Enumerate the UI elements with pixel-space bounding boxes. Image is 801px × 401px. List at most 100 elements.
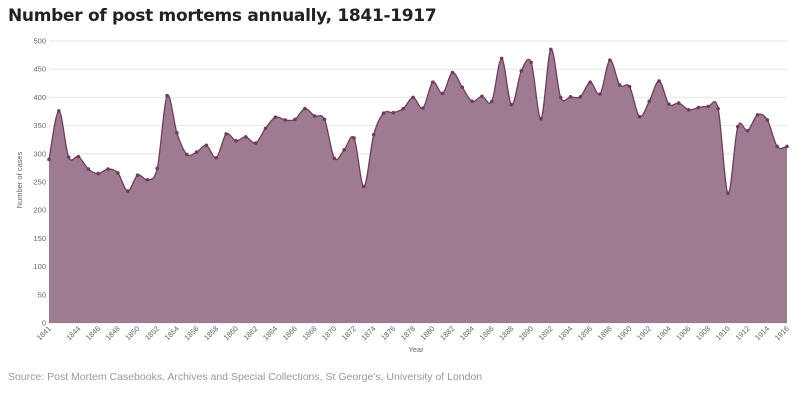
data-point (490, 99, 494, 104)
data-point (499, 56, 504, 61)
data-point (47, 157, 51, 162)
data-point (676, 101, 681, 105)
x-tick-label: 1908 (694, 324, 712, 342)
data-point (470, 99, 474, 104)
data-point (460, 85, 465, 90)
data-point (312, 114, 317, 118)
data-point (155, 166, 160, 171)
x-tick-label: 1882 (438, 324, 456, 342)
x-tick-label: 1841 (35, 324, 53, 342)
x-tick-label: 1900 (615, 324, 633, 342)
x-tick-label: 1876 (379, 324, 397, 342)
data-point (283, 118, 287, 122)
x-tick-label: 1850 (123, 324, 141, 342)
data-point (263, 126, 268, 131)
data-point (401, 106, 406, 111)
data-point (303, 106, 307, 111)
data-point (204, 143, 209, 148)
x-tick-label: 1898 (596, 324, 614, 342)
x-tick-label: 1872 (340, 324, 358, 342)
data-point (421, 106, 425, 110)
data-point (608, 58, 612, 62)
x-tick-label: 1870 (320, 324, 338, 342)
data-point (116, 171, 120, 175)
data-point (332, 156, 337, 161)
x-tick-label: 1912 (733, 324, 751, 342)
x-tick-label: 1862 (241, 324, 259, 342)
data-point (352, 136, 356, 140)
x-tick-label: 1896 (576, 324, 594, 342)
data-point (686, 108, 691, 112)
data-point (647, 99, 652, 104)
data-point (106, 167, 110, 171)
data-point (617, 83, 622, 87)
x-tick-label: 1892 (537, 324, 555, 342)
data-point (391, 110, 396, 115)
data-point (145, 177, 150, 182)
data-point (234, 139, 238, 143)
x-tick-label: 1906 (674, 324, 692, 342)
y-tick-label: 100 (33, 262, 46, 271)
data-point (86, 167, 91, 171)
data-point (716, 106, 720, 111)
x-tick-label: 1894 (556, 324, 574, 342)
x-tick-label: 1852 (143, 324, 161, 342)
x-tick-label: 1884 (458, 324, 476, 342)
data-point (667, 102, 671, 106)
data-point (765, 118, 770, 122)
data-point (696, 105, 701, 110)
data-point (253, 141, 258, 145)
x-tick-label: 1868 (300, 324, 318, 342)
x-tick-label: 1904 (655, 324, 673, 342)
data-point (549, 47, 553, 52)
y-tick-labels: 0 50 100 150 200 250 300 350 400 450 500 (33, 37, 46, 328)
data-point (165, 93, 169, 98)
data-point (184, 152, 189, 157)
x-tick-label: 1860 (222, 324, 240, 342)
data-point (539, 117, 543, 121)
y-tick-label: 350 (33, 121, 46, 130)
x-tick-label: 1878 (399, 324, 417, 342)
x-tick-label: 1848 (104, 324, 122, 342)
series-line (48, 48, 788, 194)
data-point (175, 131, 179, 135)
data-point (558, 95, 563, 100)
chart-title: Number of post mortems annually, 1841-19… (8, 6, 437, 26)
x-tick-label: 1914 (753, 324, 771, 342)
data-point (214, 155, 219, 160)
data-point (588, 80, 592, 84)
x-tick-label: 1864 (261, 324, 279, 342)
data-point (273, 115, 278, 119)
data-point (76, 154, 81, 159)
data-point (480, 94, 484, 99)
data-point (96, 171, 100, 176)
area-fill (49, 49, 787, 323)
data-point (342, 148, 347, 152)
data-point (440, 91, 445, 96)
data-point (224, 132, 228, 136)
data-point (411, 95, 415, 100)
source-note: Source: Post Mortem Casebooks. Archives … (8, 371, 483, 383)
data-point (57, 109, 61, 113)
data-point (578, 95, 583, 99)
data-point (450, 70, 455, 75)
data-point (125, 189, 130, 193)
data-point (755, 113, 760, 117)
data-point (293, 117, 297, 122)
x-tick-label: 1886 (478, 324, 496, 342)
data-point (598, 92, 602, 96)
data-point (519, 69, 524, 73)
x-tick-label: 1916 (773, 324, 791, 342)
y-tick-label: 150 (33, 234, 46, 243)
data-point (509, 102, 514, 107)
data-point (775, 144, 779, 149)
x-tick-label: 1844 (64, 324, 82, 342)
x-tick-label: 1888 (497, 324, 515, 342)
data-point (726, 191, 730, 196)
data-point (430, 80, 435, 84)
x-tick-label: 1890 (517, 324, 535, 342)
data-point (381, 111, 386, 115)
data-point (194, 150, 199, 154)
x-tick-labels: 1841 1844 1846 1848 1850 1852 1854 1856 1858 1860… (35, 324, 791, 342)
y-tick-label: 300 (33, 149, 46, 158)
